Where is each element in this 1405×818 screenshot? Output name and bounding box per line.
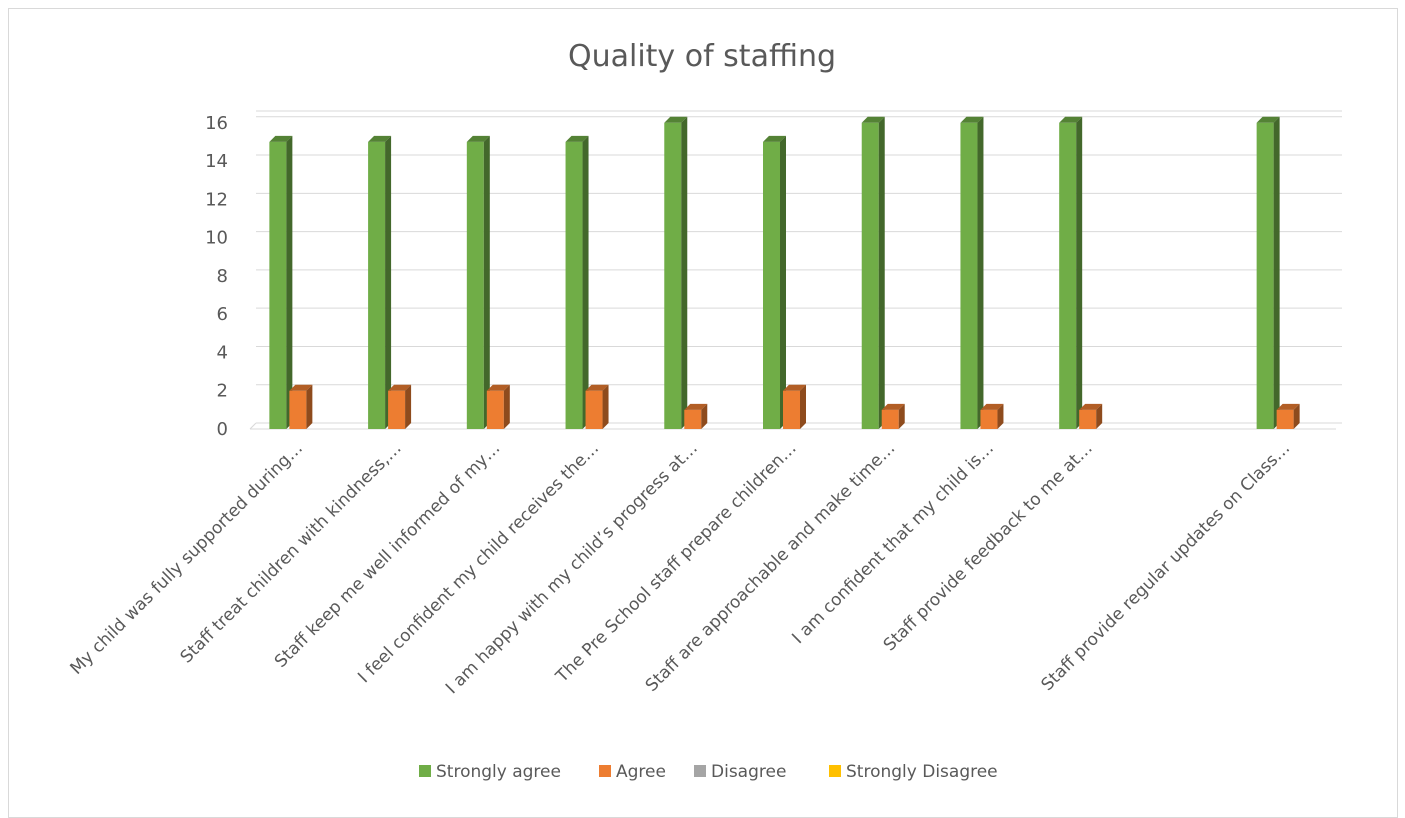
bar xyxy=(486,384,510,429)
bar xyxy=(1256,116,1280,429)
y-tick-label: 6 xyxy=(217,304,228,325)
x-tick-label: Staff treat children with kindness,… xyxy=(177,438,406,667)
y-axis-ticks: 0 2 4 6 8 10 12 14 16 xyxy=(205,113,228,440)
x-tick-label: Staff provide regular updates on Class… xyxy=(1038,438,1295,695)
bar xyxy=(960,116,984,429)
bar xyxy=(664,116,688,429)
x-tick-label: I am confident that my child is… xyxy=(788,438,998,648)
x-tick-label: Staff provide feedback to me at… xyxy=(880,438,1097,655)
legend-label: Disagree xyxy=(711,762,786,782)
legend-swatch xyxy=(419,765,431,777)
legend-swatch xyxy=(694,765,706,777)
bar xyxy=(269,135,293,429)
bar xyxy=(289,384,313,429)
legend-label: Strongly agree xyxy=(436,762,561,782)
bars xyxy=(269,116,1300,429)
legend-label: Agree xyxy=(616,762,666,782)
bar xyxy=(565,135,589,429)
y-tick-label: 12 xyxy=(205,189,228,210)
bar xyxy=(783,384,806,429)
legend-label: Strongly Disagree xyxy=(846,762,998,782)
bar xyxy=(388,384,412,429)
bar xyxy=(980,403,1004,429)
gridlines xyxy=(249,110,1342,430)
bar xyxy=(585,384,609,429)
legend-item: Strongly Disagree xyxy=(829,762,998,782)
y-tick-label: 14 xyxy=(205,151,228,172)
legend-swatch xyxy=(599,765,611,777)
legend-item: Disagree xyxy=(694,762,786,782)
bar xyxy=(684,403,708,429)
legend: Strongly agree Agree Disagree Strongly Disa… xyxy=(419,762,998,782)
bar xyxy=(861,116,885,429)
y-tick-label: 16 xyxy=(205,113,228,134)
bar xyxy=(466,135,490,429)
bar xyxy=(763,135,786,429)
legend-item: Agree xyxy=(599,762,666,782)
y-tick-label: 4 xyxy=(217,342,228,363)
bar xyxy=(881,403,905,429)
bar xyxy=(368,135,392,429)
y-tick-label: 2 xyxy=(217,381,228,402)
bar xyxy=(1079,403,1103,429)
legend-swatch xyxy=(829,765,841,777)
bar xyxy=(1276,403,1300,429)
x-axis-labels: My child was fully supported during…Staf… xyxy=(67,438,1295,698)
bar xyxy=(1059,116,1083,429)
y-tick-label: 8 xyxy=(217,266,228,287)
x-tick-label: Staff keep me well informed of my… xyxy=(271,438,504,671)
y-tick-label: 10 xyxy=(205,228,228,249)
y-tick-label: 0 xyxy=(217,419,228,440)
legend-item: Strongly agree xyxy=(419,762,561,782)
chart-title: Quality of staffing xyxy=(568,39,836,74)
